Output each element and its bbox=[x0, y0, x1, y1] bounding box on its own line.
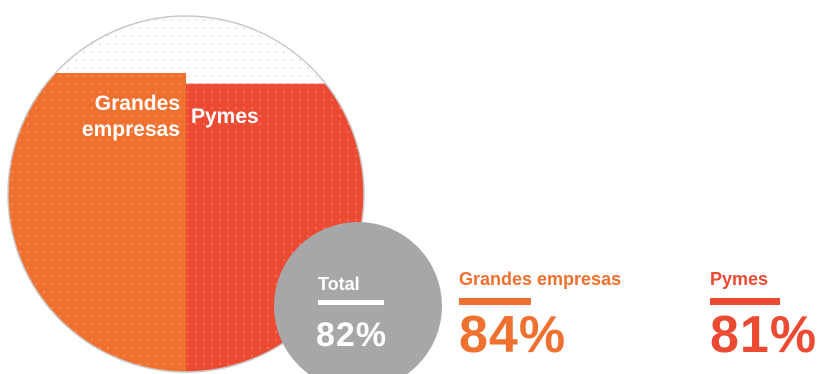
total-label: Total bbox=[318, 274, 360, 294]
stat-label-grandes-empresas: Grandes empresas bbox=[459, 269, 622, 289]
total-value: 82% bbox=[316, 316, 387, 354]
stat-bar-grandes-empresas bbox=[459, 298, 531, 305]
stat-pymes: Pymes 81% bbox=[710, 269, 817, 361]
stat-value-pymes: 81% bbox=[710, 306, 818, 364]
stat-grandes-empresas: Grandes empresas 84% bbox=[459, 269, 621, 361]
stat-value-grandes-empresas: 84% bbox=[459, 306, 567, 364]
chart-outline bbox=[7, 15, 365, 373]
bar-label-line: empresas bbox=[82, 118, 180, 141]
bar-label-grandes-empresas: Grandes empresas bbox=[82, 92, 180, 141]
total-circle bbox=[274, 222, 442, 374]
stat-label-pymes: Pymes bbox=[710, 269, 769, 289]
total-underline bbox=[318, 300, 384, 305]
bar-label-pymes: Pymes bbox=[191, 105, 259, 128]
bar-label-line: Pymes bbox=[191, 105, 259, 128]
bar-label-line: Grandes bbox=[95, 92, 180, 115]
stat-bar-pymes bbox=[710, 298, 780, 305]
